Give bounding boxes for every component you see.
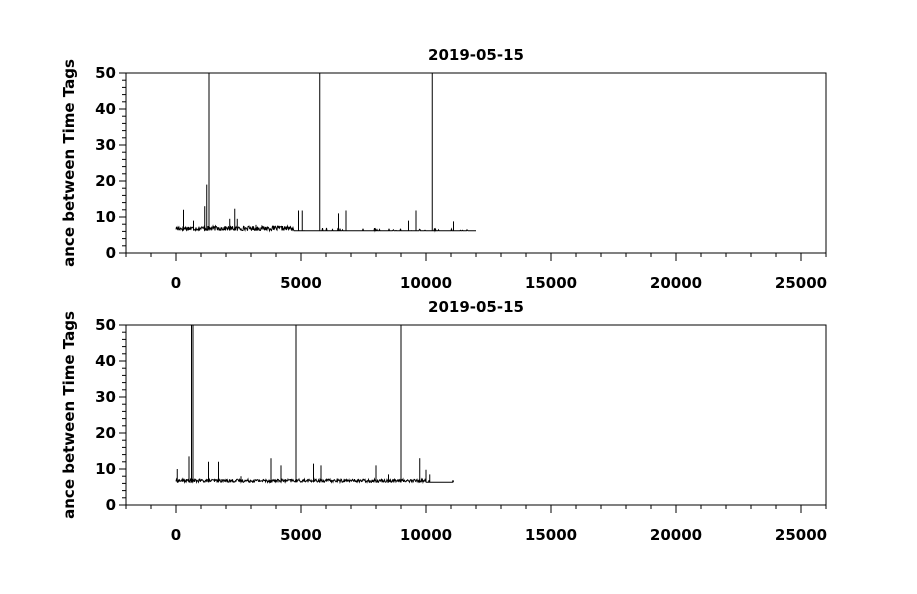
y-tick-label: 10 bbox=[95, 208, 116, 226]
x-tick-label: 20000 bbox=[650, 274, 702, 292]
x-tick-label: 10000 bbox=[400, 526, 452, 544]
x-tick-label: 15000 bbox=[525, 274, 577, 292]
x-tick-label: 20000 bbox=[650, 526, 702, 544]
y-tick-label: 50 bbox=[95, 316, 116, 334]
chart-panel-top: 2019-05-15 ance between Time Tags 0 10 20 3… bbox=[60, 46, 827, 292]
y-tick-label: 30 bbox=[95, 388, 116, 406]
plot-frame bbox=[125, 72, 827, 254]
y-tick-label: 40 bbox=[95, 100, 116, 118]
y-tick-label: 20 bbox=[95, 172, 116, 190]
y-tick-label: 30 bbox=[95, 136, 116, 154]
y-axis-label: ance between Time Tags bbox=[60, 311, 78, 519]
x-tick-label: 0 bbox=[171, 526, 181, 544]
y-tick-label: 20 bbox=[95, 424, 116, 442]
x-tick-label: 0 bbox=[171, 274, 181, 292]
data-series-line bbox=[175, 477, 454, 485]
y-axis-label: ance between Time Tags bbox=[60, 59, 78, 267]
x-tick-label: 15000 bbox=[525, 526, 577, 544]
plot-frame bbox=[125, 324, 827, 506]
chart-title: 2019-05-15 bbox=[428, 46, 524, 64]
data-series-line bbox=[175, 224, 476, 233]
x-tick-label: 5000 bbox=[280, 274, 322, 292]
chart-panel-bottom: 2019-05-15 ance between Time Tags 0 10 20 3… bbox=[60, 298, 827, 544]
y-tick-label: 40 bbox=[95, 352, 116, 370]
y-tick-label: 50 bbox=[95, 64, 116, 82]
y-tick-label: 10 bbox=[95, 460, 116, 478]
chart-title: 2019-05-15 bbox=[428, 298, 524, 316]
y-tick-label: 0 bbox=[106, 244, 116, 262]
x-tick-label: 25000 bbox=[775, 274, 827, 292]
x-tick-label: 25000 bbox=[775, 526, 827, 544]
x-tick-label: 10000 bbox=[400, 274, 452, 292]
x-tick-label: 5000 bbox=[280, 526, 322, 544]
y-tick-label: 0 bbox=[106, 496, 116, 514]
